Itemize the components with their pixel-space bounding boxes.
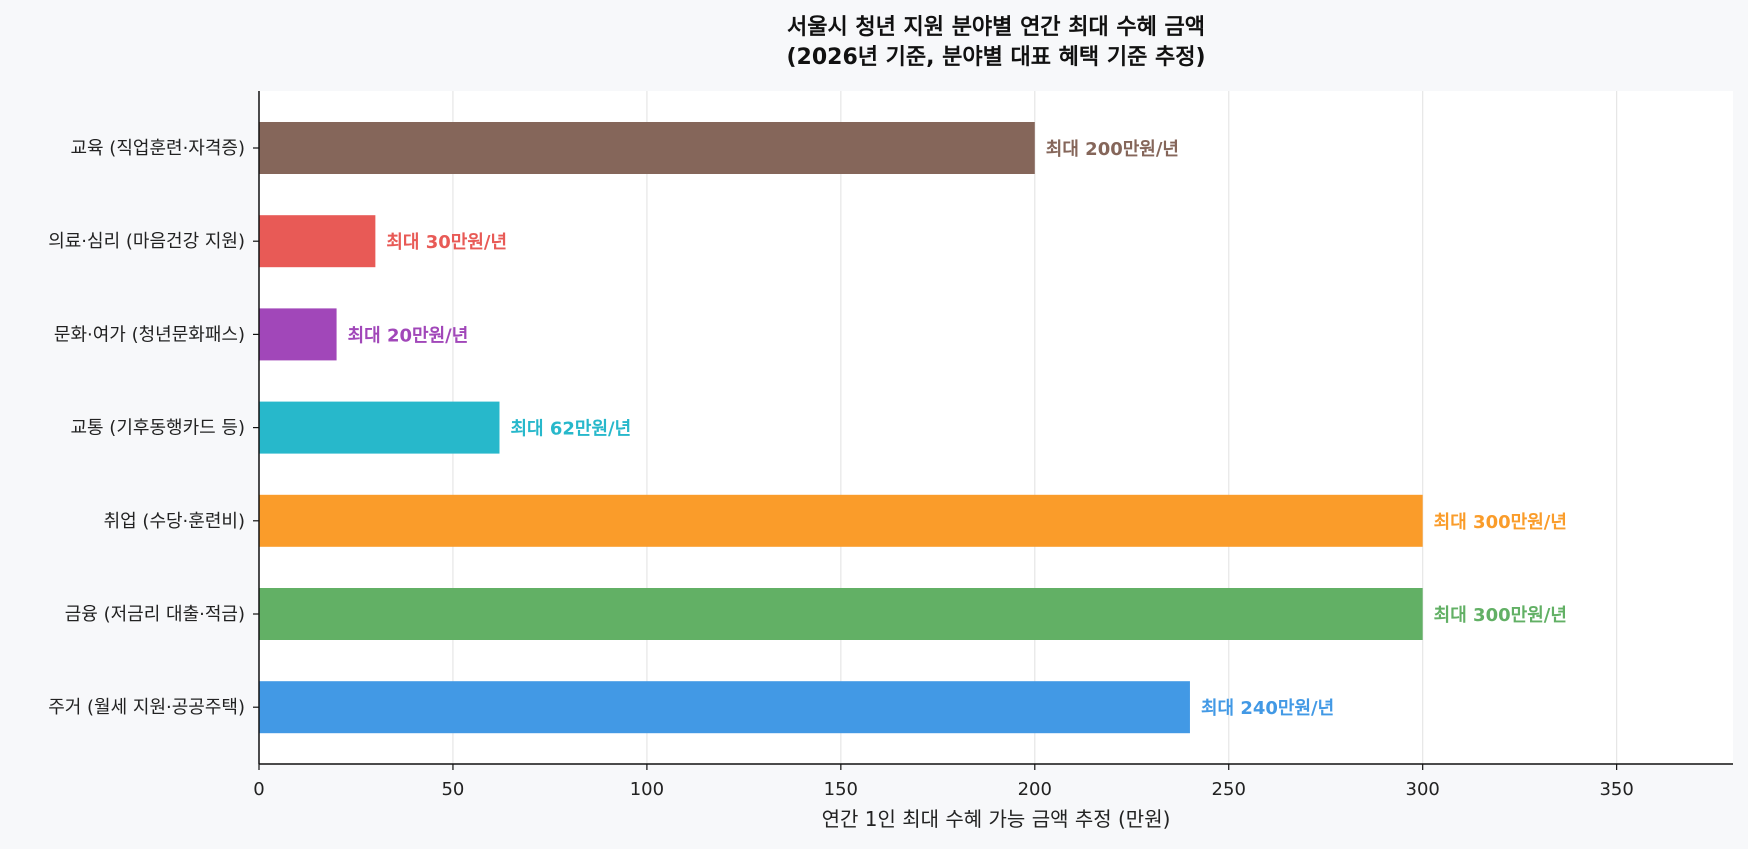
x-tick-label: 200 [1018, 779, 1052, 800]
x-tick-label: 150 [824, 779, 858, 800]
y-tick-label: 취업 (수당·훈련비) [104, 511, 245, 532]
bar [259, 122, 1035, 174]
bar-data-label: 최대 300만원/년 [1434, 512, 1567, 533]
bar [259, 401, 500, 454]
y-ticks: 교육 (직업훈련·자격증) 의료·심리 (마음건강 지원) 문화·여가 (청년문화패… [48, 138, 259, 718]
x-tick-label: 250 [1212, 779, 1246, 800]
bar [259, 215, 376, 268]
bar [259, 308, 337, 361]
chart-title: 서울시 청년 지원 분야별 연간 최대 수혜 금액 [787, 15, 1205, 40]
x-ticks: 0 50 100 150 200 250 300 350 [253, 764, 1634, 800]
bar-data-label: 최대 20만원/년 [348, 325, 469, 346]
y-tick-label: 문화·여가 (청년문화패스) [54, 324, 245, 345]
x-tick-label: 300 [1406, 779, 1440, 800]
y-tick-label: 주거 (월세 지원·공공주택) [48, 697, 245, 718]
bar-data-label: 최대 200만원/년 [1046, 139, 1179, 160]
x-tick-label: 50 [441, 779, 464, 800]
y-tick-label: 교육 (직업훈련·자격증) [70, 138, 245, 159]
x-tick-label: 0 [253, 779, 264, 800]
x-tick-label: 100 [630, 779, 664, 800]
data-labels: 최대 200만원/년최대 30만원/년최대 20만원/년최대 62만원/년최대 … [348, 139, 1567, 719]
bars [259, 122, 1423, 734]
bar-data-label: 최대 240만원/년 [1201, 698, 1334, 719]
x-tick-label: 350 [1599, 779, 1633, 800]
chart-subtitle: (2026년 기준, 분야별 대표 혜택 기준 추정) [786, 45, 1205, 70]
bar [259, 588, 1423, 640]
y-tick-label: 교통 (기후동행카드 등) [70, 418, 245, 439]
bar [259, 681, 1190, 734]
plot-area [259, 91, 1733, 764]
y-tick-label: 의료·심리 (마음건강 지원) [48, 231, 245, 252]
bar-data-label: 최대 300만원/년 [1434, 605, 1567, 626]
y-tick-label: 금융 (저금리 대출·적금) [65, 604, 245, 625]
bar [259, 494, 1423, 547]
bar-data-label: 최대 62만원/년 [510, 419, 631, 440]
x-axis-label: 연간 1인 최대 수혜 가능 금액 추정 (만원) [822, 807, 1171, 831]
bar-data-label: 최대 30만원/년 [386, 232, 507, 253]
grid-lines [452, 91, 1618, 764]
